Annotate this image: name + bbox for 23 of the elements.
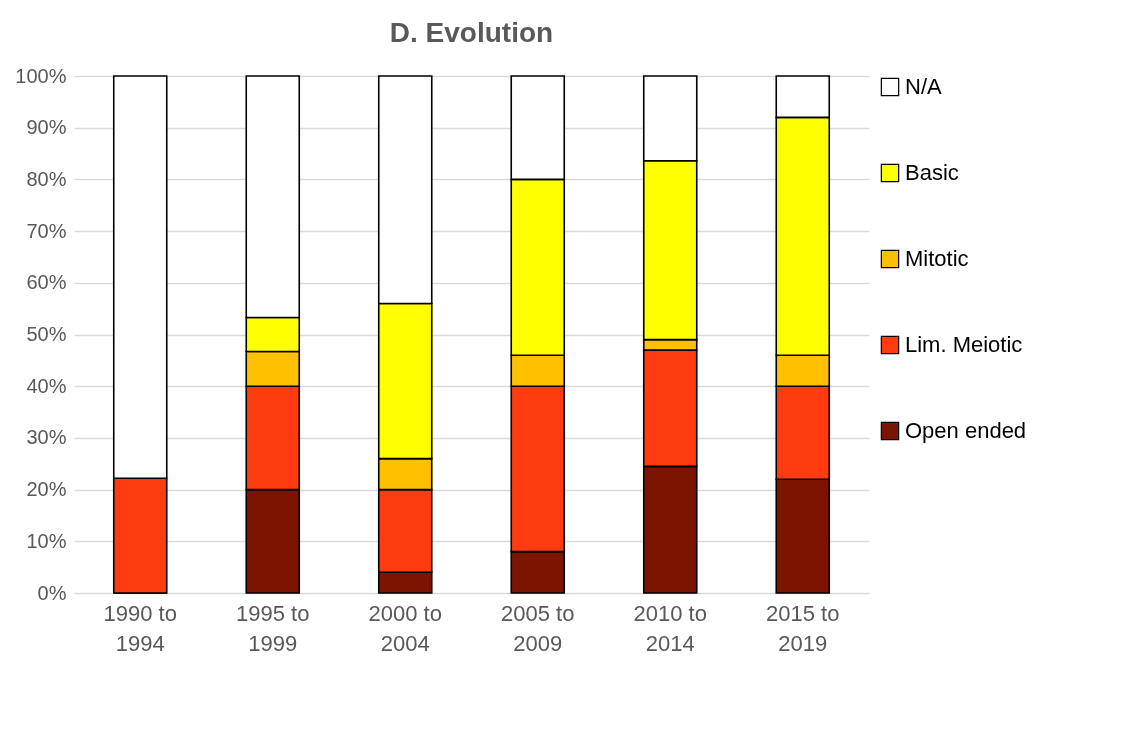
x-tick-label: 1990 to 1994 bbox=[103, 600, 177, 656]
y-tick-label: 90% bbox=[26, 116, 67, 139]
x-tick-label: 2000 to 2004 bbox=[368, 600, 442, 656]
y-tick-label: 50% bbox=[26, 323, 67, 345]
y-tick-label: 60% bbox=[26, 271, 67, 294]
legend-label: Mitotic bbox=[905, 246, 969, 271]
x-tick-label: 2010 to 2014 bbox=[633, 600, 707, 656]
x-tick-label: 2005 to 2009 bbox=[501, 600, 575, 656]
y-tick-label: 30% bbox=[26, 426, 67, 449]
chart-title: D. Evolution bbox=[389, 17, 554, 48]
y-tick-label: 20% bbox=[26, 478, 67, 501]
x-tick-label: 1995 to 1999 bbox=[236, 600, 310, 656]
x-tick-label: 2015 to 2019 bbox=[766, 600, 840, 656]
legend-label: Open ended bbox=[905, 418, 1027, 443]
y-tick-label: 40% bbox=[26, 374, 67, 397]
legend-label: Basic bbox=[905, 160, 959, 185]
legend-label: N/A bbox=[905, 74, 942, 99]
y-tick-label: 80% bbox=[26, 167, 67, 190]
y-tick-label: 0% bbox=[37, 581, 67, 604]
y-tick-label: 70% bbox=[26, 219, 67, 242]
y-tick-label: 10% bbox=[26, 529, 67, 552]
legend-label: Lim. Meiotic bbox=[905, 332, 1023, 357]
y-tick-label: 100% bbox=[15, 64, 67, 87]
